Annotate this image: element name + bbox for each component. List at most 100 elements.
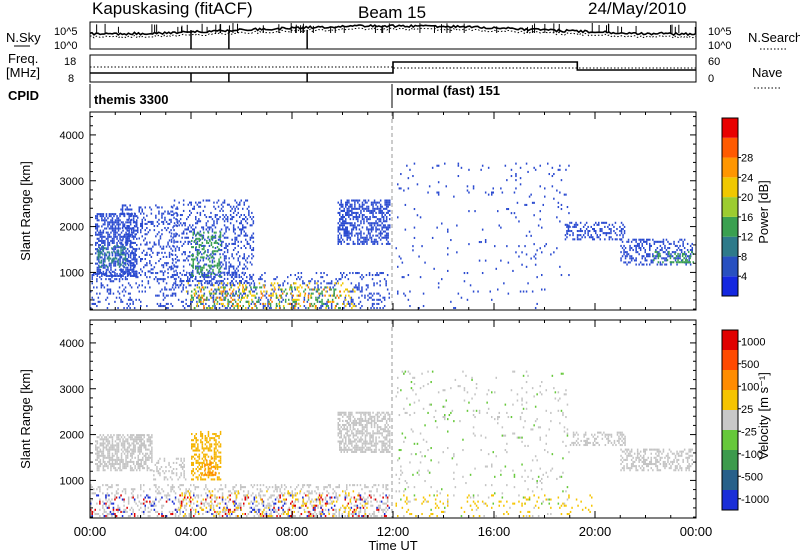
power-cell — [136, 258, 138, 261]
power-cell — [608, 223, 611, 226]
power-cell — [211, 228, 214, 231]
power-cell — [553, 251, 555, 254]
power-cell — [287, 302, 290, 305]
power-cell — [310, 296, 313, 299]
power-cell — [172, 275, 174, 278]
power-cell — [278, 300, 281, 303]
velocity-cell — [366, 434, 368, 437]
power-cell — [129, 272, 131, 275]
power-cell — [367, 207, 370, 210]
power-cell — [629, 255, 631, 258]
power-cell — [220, 249, 223, 252]
power-cell — [348, 214, 350, 217]
velocity-cell — [351, 411, 353, 414]
power-cell — [650, 261, 653, 264]
power-cell — [279, 284, 281, 287]
velocity-cell — [102, 448, 105, 451]
power-cell — [195, 201, 197, 204]
velocity-cell — [180, 463, 182, 466]
velocity-cell — [136, 442, 138, 445]
velocity-cell — [96, 440, 99, 443]
power-cell — [198, 246, 201, 249]
power-cell — [246, 261, 249, 264]
velocity-cell — [102, 458, 105, 461]
power-cell — [342, 203, 344, 206]
power-cell — [179, 218, 182, 221]
power-cell — [243, 282, 246, 285]
power-cell — [192, 236, 194, 239]
velocity-cell — [145, 452, 147, 455]
power-cell — [200, 233, 202, 236]
velocity-cell — [142, 434, 144, 437]
power-cell — [375, 211, 377, 214]
power-cell — [102, 266, 105, 269]
power-cell — [340, 201, 343, 204]
power-cell — [201, 266, 204, 269]
power-cell — [135, 253, 137, 256]
power-cell — [413, 162, 416, 165]
velocity-cell — [337, 417, 340, 420]
power-cell — [120, 212, 122, 215]
power-cell — [275, 292, 277, 295]
velocity-cell — [131, 454, 133, 457]
power-cell — [683, 261, 685, 264]
velocity-cell — [201, 437, 204, 440]
velocity-cell — [114, 444, 117, 447]
velocity-cell — [343, 434, 346, 437]
power-cell — [351, 211, 353, 214]
power-cell — [348, 232, 350, 235]
power-cell — [379, 307, 381, 310]
power-cell — [110, 221, 112, 224]
velocity-cell — [369, 436, 371, 439]
power-cell — [351, 203, 353, 206]
velocity-cell — [122, 442, 124, 445]
velocity-cell — [120, 458, 123, 461]
power-cell — [184, 228, 186, 231]
power-cell — [225, 218, 227, 221]
power-cell — [360, 240, 362, 243]
power-cell — [103, 247, 106, 250]
velocity-cell — [207, 466, 210, 469]
power-cell — [375, 201, 377, 204]
power-cell — [214, 282, 217, 285]
power-cell — [198, 294, 201, 297]
velocity-cell — [172, 468, 175, 471]
power-cell — [182, 203, 185, 206]
velocity-cell — [219, 430, 222, 433]
velocity-cell — [102, 442, 105, 445]
power-cell — [237, 207, 240, 210]
cpid-label: CPID — [8, 88, 39, 103]
power-cell — [126, 206, 128, 209]
power-cell — [118, 280, 121, 283]
power-cell — [373, 238, 376, 241]
power-cell — [437, 282, 440, 285]
power-cell — [324, 302, 327, 305]
power-cell — [497, 210, 499, 213]
power-cell — [111, 258, 114, 261]
power-cell — [206, 274, 208, 277]
power-cell — [348, 205, 350, 208]
power-cell — [129, 274, 132, 277]
power-cell — [144, 258, 147, 261]
power-cell — [627, 261, 630, 264]
power-cell — [252, 220, 255, 223]
velocity-cell — [195, 468, 198, 471]
velocity-cell — [113, 467, 115, 470]
velocity-cell — [369, 448, 371, 451]
power-cell — [321, 276, 324, 279]
power-cell — [376, 242, 379, 245]
power-cell — [327, 282, 330, 285]
velocity-cell — [367, 448, 370, 451]
velocity-cell — [212, 470, 214, 473]
velocity-cell — [154, 463, 157, 466]
power-cell — [231, 298, 234, 301]
velocity-cell — [117, 456, 120, 459]
power-cell — [659, 244, 662, 247]
power-cell — [196, 280, 199, 283]
velocity-cell — [194, 453, 196, 456]
power-cell — [385, 284, 387, 287]
power-cell — [515, 162, 517, 165]
power-cell — [179, 240, 182, 243]
power-cell — [252, 249, 255, 252]
power-cell — [385, 220, 388, 223]
